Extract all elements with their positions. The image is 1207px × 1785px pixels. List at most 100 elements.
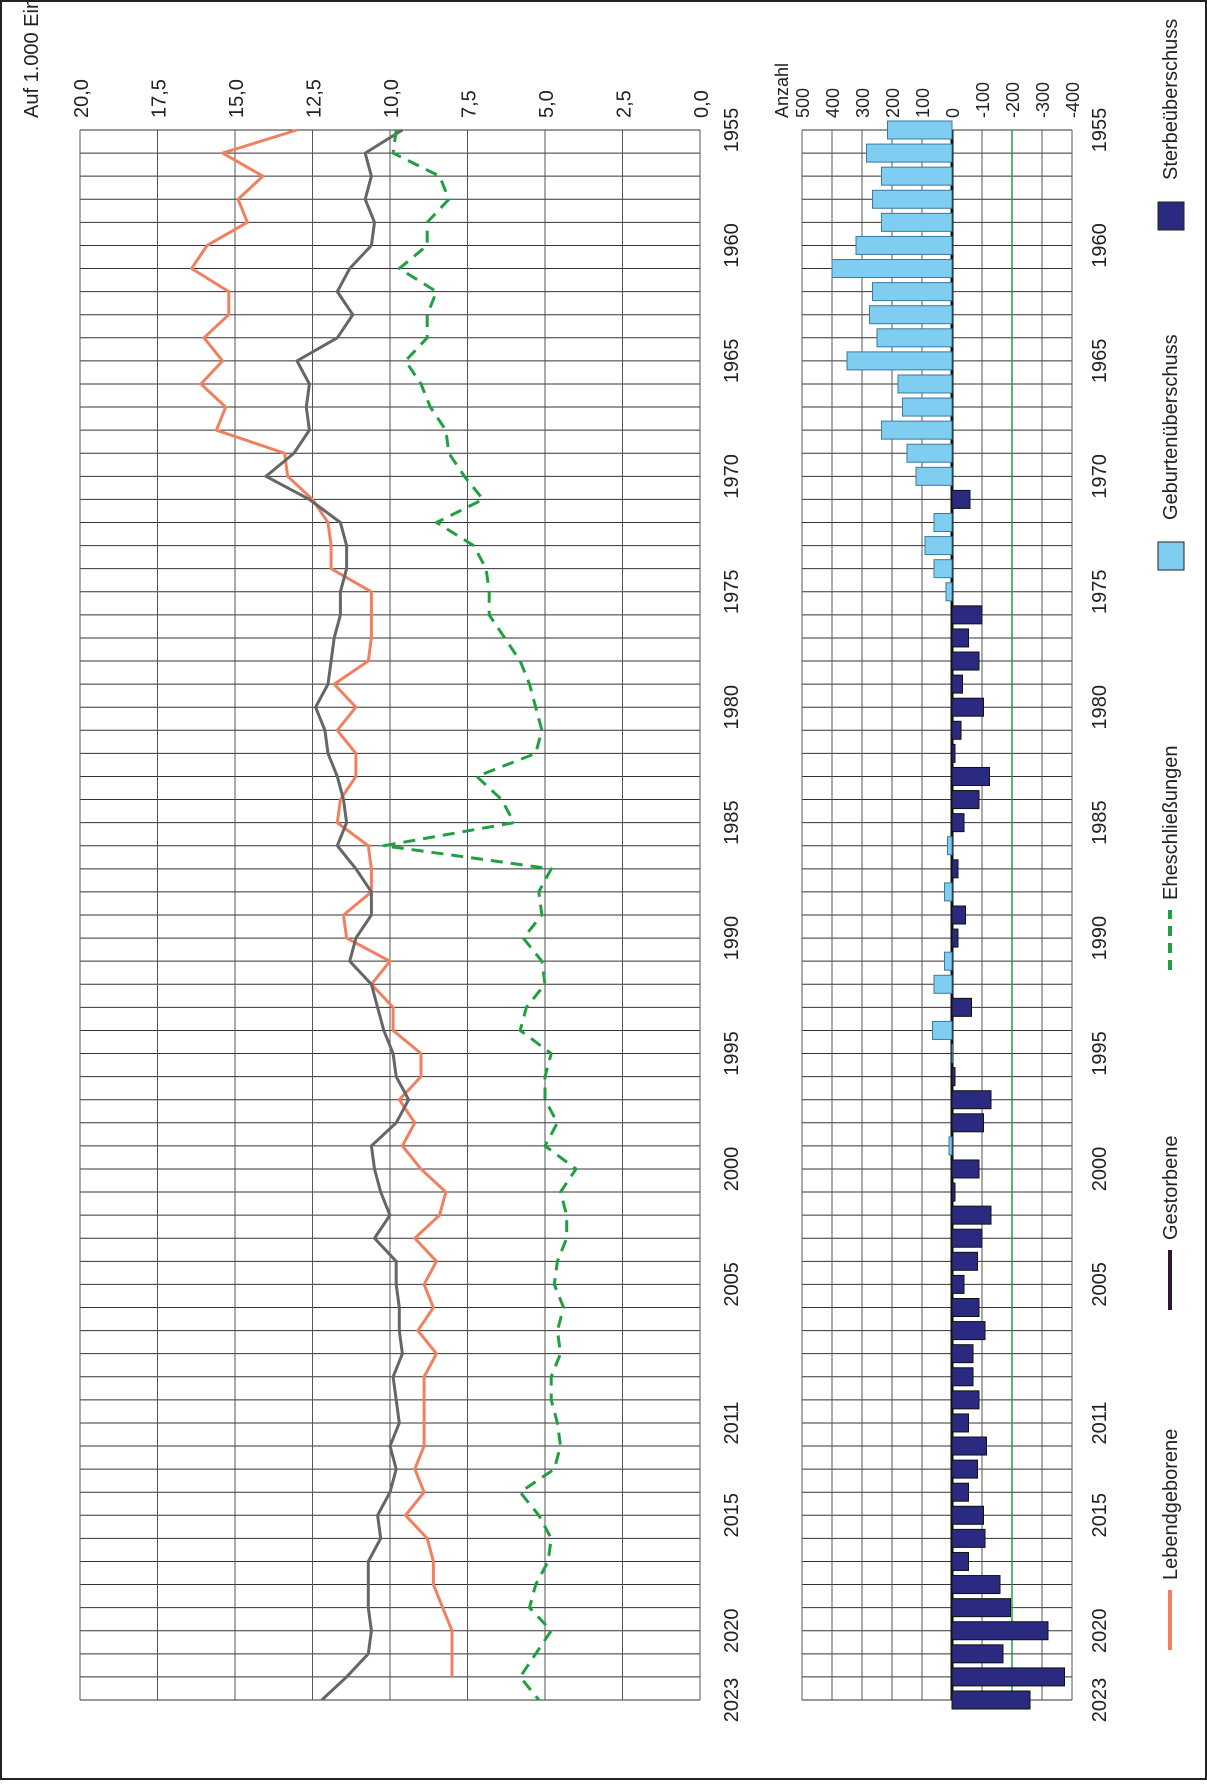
- y-tick-label: 0,0: [691, 90, 713, 118]
- bar-y-tick-label: -100: [973, 82, 993, 118]
- bar-sterbeueberschuss: [952, 1668, 1065, 1686]
- bar-sterbeueberschuss: [952, 652, 979, 670]
- bar-sterbeueberschuss: [952, 1622, 1048, 1640]
- bar-geburtenueberschuss: [847, 352, 952, 370]
- bar-geburtenueberschuss: [882, 421, 953, 439]
- bar-sterbeueberschuss: [952, 698, 984, 716]
- bar-geburtenueberschuss: [856, 236, 952, 254]
- bar-geburtenueberschuss: [877, 329, 952, 347]
- y-axis-label: Auf 1.000 Einwohner: [21, 0, 43, 118]
- bar-y-tick-label: 200: [883, 88, 903, 118]
- bar-sterbeueberschuss: [952, 1160, 979, 1178]
- bar-sterbeueberschuss: [952, 814, 964, 832]
- bar-sterbeueberschuss: [952, 1437, 987, 1455]
- bar-geburtenueberschuss: [882, 167, 953, 185]
- legend-label: Gestorbene: [1160, 1135, 1182, 1240]
- bar-sterbeueberschuss: [952, 1252, 978, 1270]
- bar-geburtenueberschuss: [952, 1045, 953, 1063]
- bar-geburtenueberschuss: [945, 952, 953, 970]
- bar-x-tick-label: 2015: [1089, 1493, 1111, 1538]
- bar-sterbeueberschuss: [952, 1576, 1000, 1594]
- x-tick-label: 1985: [721, 800, 743, 845]
- bar-sterbeueberschuss: [952, 606, 982, 624]
- bar-sterbeueberschuss: [952, 490, 970, 508]
- y-tick-label: 17,5: [149, 79, 171, 118]
- bar-sterbeueberschuss: [952, 1645, 1003, 1663]
- bar-geburtenueberschuss: [934, 513, 952, 531]
- bar-sterbeueberschuss: [952, 675, 963, 693]
- bar-geburtenueberschuss: [907, 444, 952, 462]
- bar-x-tick-label: 1970: [1089, 454, 1111, 499]
- bar-x-tick-label: 2000: [1089, 1147, 1111, 1192]
- bar-geburtenueberschuss: [870, 306, 953, 324]
- bar-sterbeueberschuss: [952, 1460, 978, 1478]
- bar-y-tick-label: 400: [823, 88, 843, 118]
- y-tick-label: 7,5: [459, 90, 481, 118]
- legend-label: Geburtenüberschuss: [1160, 334, 1182, 520]
- bar-x-tick-label: 1965: [1089, 339, 1111, 384]
- bar-y-axis-label: Anzahl: [772, 63, 792, 118]
- bar-x-tick-label: 2020: [1089, 1608, 1111, 1653]
- bar-y-tick-label: -200: [1003, 82, 1023, 118]
- bar-sterbeueberschuss: [952, 1068, 955, 1086]
- bar-x-tick-label: 1990: [1089, 916, 1111, 961]
- bar-x-tick-label: 1955: [1089, 108, 1111, 153]
- bar-sterbeueberschuss: [952, 998, 972, 1016]
- bar-sterbeueberschuss: [952, 906, 966, 924]
- legend-label: Sterbeüberschuss: [1160, 19, 1182, 180]
- bar-sterbeueberschuss: [952, 1691, 1030, 1709]
- bar-sterbeueberschuss: [952, 721, 961, 739]
- bar-sterbeueberschuss: [952, 860, 958, 878]
- bar-geburtenueberschuss: [873, 283, 953, 301]
- bar-sterbeueberschuss: [952, 1368, 973, 1386]
- y-tick-label: 20,0: [71, 79, 93, 118]
- bar-sterbeueberschuss: [952, 1275, 964, 1293]
- bar-sterbeueberschuss: [952, 1091, 991, 1109]
- x-tick-label: 2011: [721, 1401, 743, 1444]
- bar-geburtenueberschuss: [882, 213, 953, 231]
- series-line-Lebendgeborene: [192, 130, 452, 1677]
- bar-geburtenueberschuss: [934, 975, 952, 993]
- bar-sterbeueberschuss: [952, 791, 979, 809]
- y-tick-label: 2,5: [614, 90, 636, 118]
- bar-sterbeueberschuss: [952, 1529, 985, 1547]
- bar-sterbeueberschuss: [952, 1114, 984, 1132]
- bar-geburtenueberschuss: [888, 121, 953, 139]
- x-tick-label: 2023: [721, 1678, 743, 1723]
- bar-geburtenueberschuss: [949, 1137, 952, 1155]
- bar-geburtenueberschuss: [933, 1021, 953, 1039]
- bar-x-tick-label: 2011: [1089, 1401, 1111, 1444]
- bar-geburtenueberschuss: [903, 398, 953, 416]
- bar-geburtenueberschuss: [916, 467, 952, 485]
- bar-y-tick-label: -300: [1033, 82, 1053, 118]
- x-tick-label: 1980: [721, 685, 743, 730]
- x-tick-label: 1995: [721, 1031, 743, 1076]
- bar-geburtenueberschuss: [873, 190, 953, 208]
- bar-x-tick-label: 1995: [1089, 1031, 1111, 1076]
- bar-sterbeueberschuss: [952, 1229, 982, 1247]
- bar-sterbeueberschuss: [952, 1552, 969, 1570]
- bar-geburtenueberschuss: [832, 260, 952, 278]
- bar-geburtenueberschuss: [945, 883, 953, 901]
- x-tick-label: 2015: [721, 1493, 743, 1538]
- bar-sterbeueberschuss: [952, 1391, 979, 1409]
- bar-y-tick-label: 300: [853, 88, 873, 118]
- y-tick-label: 15,0: [226, 79, 248, 118]
- bar-sterbeueberschuss: [952, 767, 990, 785]
- bar-geburtenueberschuss: [948, 837, 953, 855]
- y-tick-label: 10,0: [381, 79, 403, 118]
- x-tick-label: 1965: [721, 339, 743, 384]
- bar-sterbeueberschuss: [952, 744, 955, 762]
- bar-geburtenueberschuss: [934, 560, 952, 578]
- bar-geburtenueberschuss: [898, 375, 952, 393]
- bar-geburtenueberschuss: [925, 537, 952, 555]
- bar-geburtenueberschuss: [946, 583, 952, 601]
- bar-geburtenueberschuss: [867, 144, 953, 162]
- bar-x-tick-label: 1980: [1089, 685, 1111, 730]
- x-tick-label: 1970: [721, 454, 743, 499]
- x-tick-label: 1975: [721, 570, 743, 615]
- bar-x-tick-label: 1960: [1089, 223, 1111, 268]
